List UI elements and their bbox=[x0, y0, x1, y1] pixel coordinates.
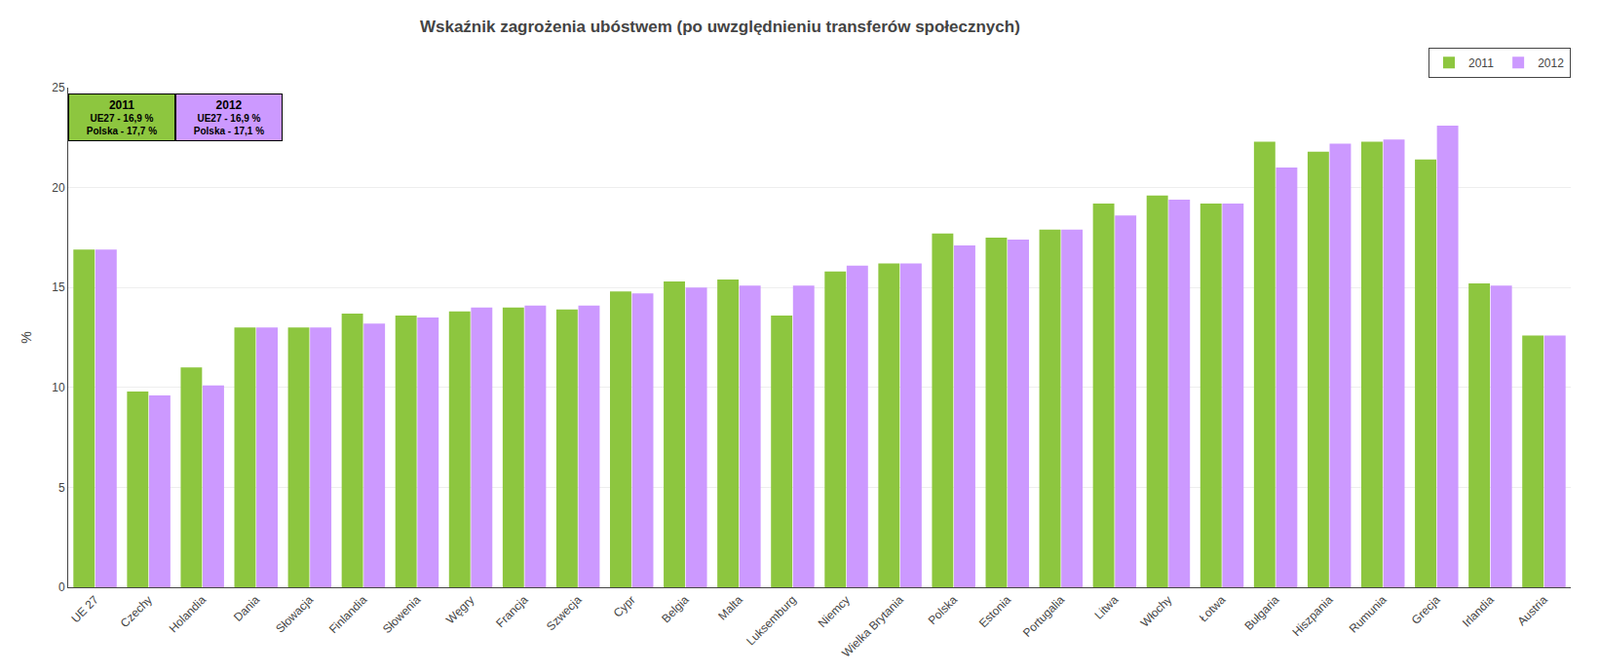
svg-text:15: 15 bbox=[51, 280, 66, 295]
svg-text:Włochy: Włochy bbox=[1138, 593, 1176, 631]
svg-text:2012UE27 - 16,9 %Polska - 17,1: 2012UE27 - 16,9 %Polska - 17,1 % bbox=[193, 98, 265, 137]
svg-text:5: 5 bbox=[58, 481, 66, 496]
svg-text:0: 0 bbox=[58, 580, 66, 595]
svg-text:Francja: Francja bbox=[493, 593, 531, 631]
svg-text:10: 10 bbox=[51, 380, 66, 395]
svg-text:Łotwa: Łotwa bbox=[1196, 593, 1229, 626]
svg-text:Szwecja: Szwecja bbox=[543, 593, 585, 635]
svg-text:Austria: Austria bbox=[1515, 593, 1552, 630]
svg-text:Estonia: Estonia bbox=[976, 593, 1014, 631]
svg-text:2011: 2011 bbox=[1468, 56, 1494, 71]
svg-text:2011UE27 - 16,9 %Polska - 17,7: 2011UE27 - 16,9 %Polska - 17,7 % bbox=[86, 98, 157, 137]
svg-text:Holandia: Holandia bbox=[166, 593, 210, 637]
svg-text:Cypr: Cypr bbox=[610, 593, 639, 621]
svg-text:Rumunia: Rumunia bbox=[1346, 593, 1390, 637]
svg-text:2012: 2012 bbox=[1537, 56, 1564, 71]
svg-text:Bułgaria: Bułgaria bbox=[1241, 593, 1282, 634]
svg-text:20: 20 bbox=[51, 181, 66, 195]
svg-text:Grecja: Grecja bbox=[1409, 593, 1444, 628]
svg-text:Czechy: Czechy bbox=[117, 593, 155, 631]
svg-text:Belgia: Belgia bbox=[658, 593, 692, 627]
svg-text:Węgry: Węgry bbox=[443, 593, 477, 627]
svg-text:Dania: Dania bbox=[230, 593, 263, 625]
svg-text:Luksemburg: Luksemburg bbox=[743, 593, 800, 649]
svg-text:%: % bbox=[18, 331, 35, 343]
svg-text:Słowacja: Słowacja bbox=[272, 593, 316, 637]
svg-text:Wielka Brytania: Wielka Brytania bbox=[838, 593, 907, 661]
svg-text:Hiszpania: Hiszpania bbox=[1289, 593, 1335, 640]
svg-text:Słowenia: Słowenia bbox=[380, 593, 424, 638]
svg-text:Portugalia: Portugalia bbox=[1020, 593, 1067, 641]
svg-text:Malta: Malta bbox=[715, 593, 746, 624]
svg-text:Polska: Polska bbox=[925, 593, 961, 629]
svg-text:Finlandia: Finlandia bbox=[326, 593, 371, 638]
svg-text:Niemcy: Niemcy bbox=[815, 593, 853, 631]
svg-text:Irlandia: Irlandia bbox=[1459, 593, 1497, 631]
svg-text:25: 25 bbox=[51, 80, 66, 95]
svg-text:UE 27: UE 27 bbox=[68, 593, 102, 627]
svg-text:Litwa: Litwa bbox=[1092, 593, 1122, 623]
svg-text:Wskaźnik zagrożenia ubóstwem (: Wskaźnik zagrożenia ubóstwem (po uwzględ… bbox=[419, 17, 1021, 37]
